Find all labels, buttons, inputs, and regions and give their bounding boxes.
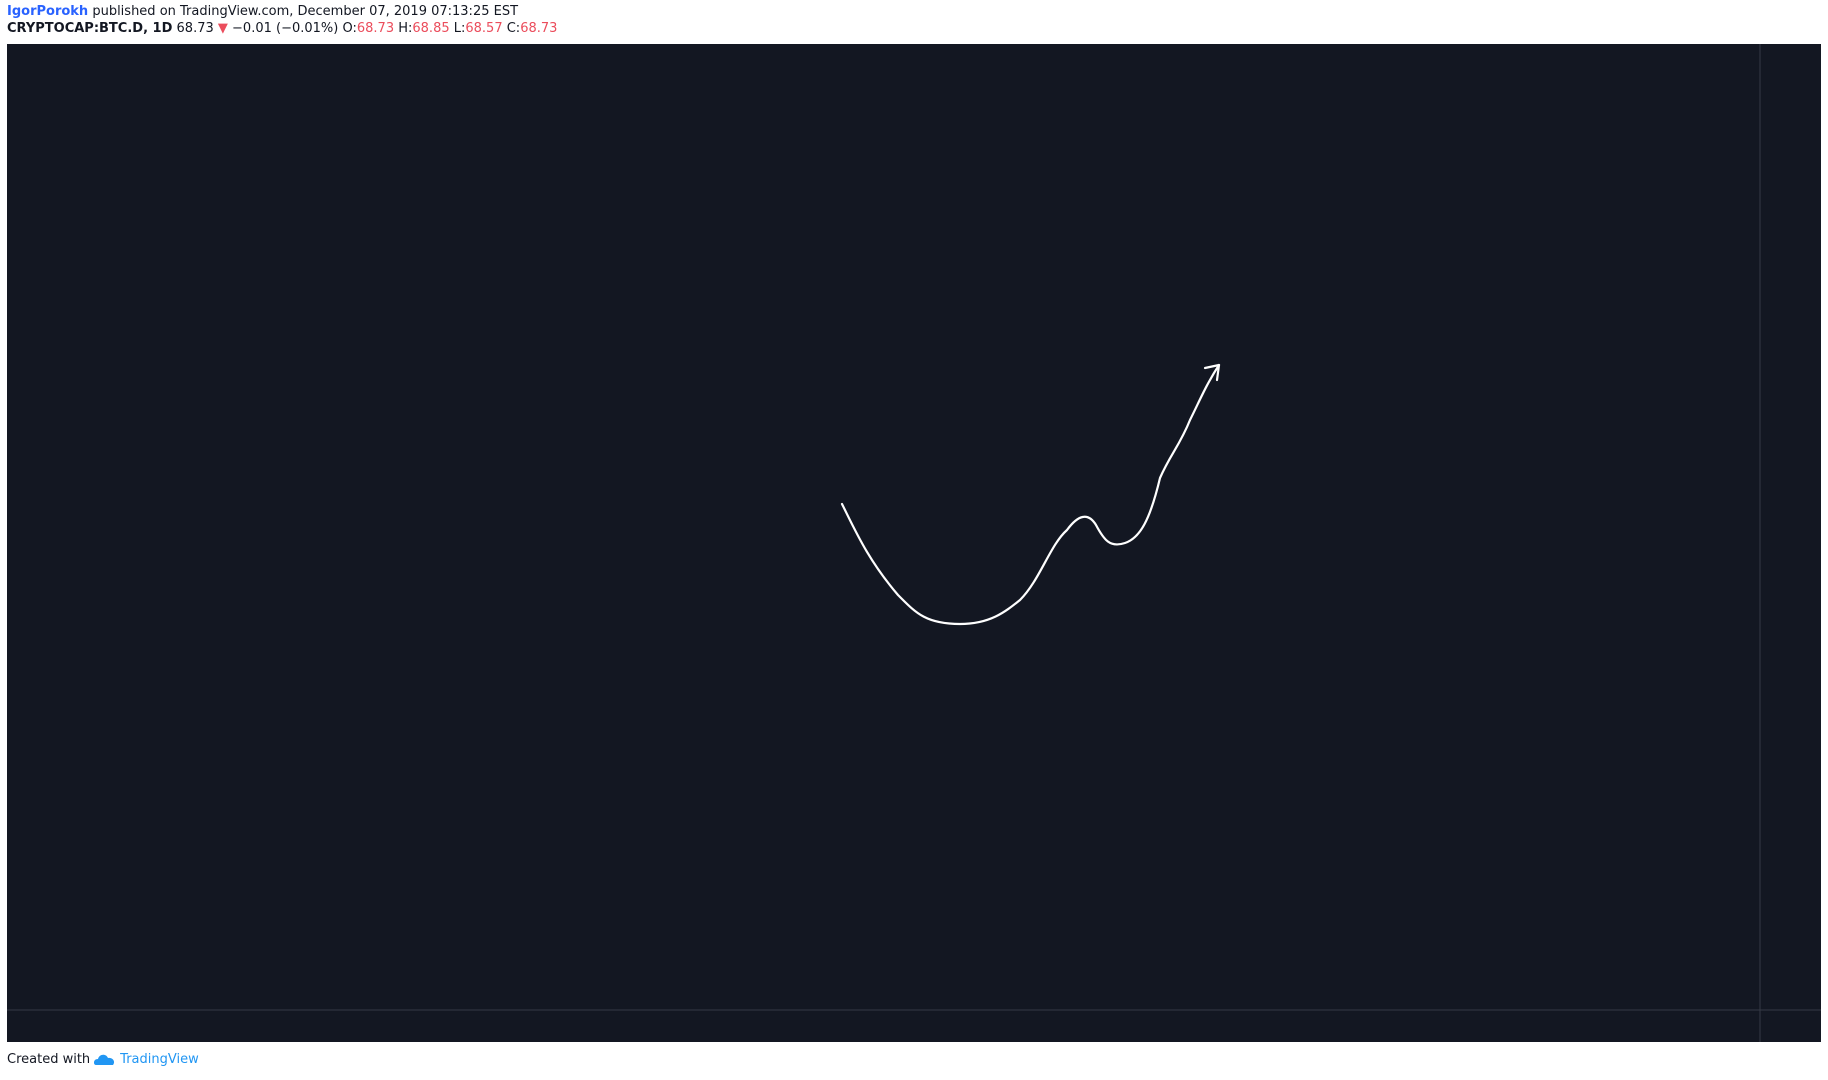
author[interactable]: IgorPorokh	[7, 4, 89, 19]
close-value: 68.73	[520, 21, 558, 36]
change: −0.01 (−0.01%)	[232, 21, 339, 36]
drawing-annotation	[840, 363, 1221, 626]
last-value: 68.73	[176, 21, 214, 36]
publish-info: published on TradingView.com, December 0…	[92, 4, 519, 19]
open-label: O:	[342, 21, 357, 36]
legend-line: CRYPTOCAP:BTC.D, 1D 68.73 ▼ −0.01 (−0.01…	[7, 21, 557, 36]
chart-panel	[7, 44, 1821, 1042]
arrow-head	[1203, 363, 1221, 382]
brand-logo	[94, 1054, 115, 1065]
symbol: CRYPTOCAP:BTC.D, 1D	[7, 21, 173, 36]
low-value: 68.57	[465, 21, 503, 36]
created-with: Created with	[7, 1052, 91, 1067]
open-value: 68.73	[356, 21, 395, 36]
logo-cloud	[94, 1054, 115, 1065]
low-label: L:	[453, 21, 466, 36]
high-value: 68.85	[412, 21, 450, 36]
footer: Created with TradingView	[7, 1052, 199, 1067]
brand[interactable]: TradingView	[120, 1052, 199, 1067]
close-label: C:	[506, 21, 521, 36]
high-label: H:	[398, 21, 413, 36]
cup-handle-curve	[840, 363, 1221, 626]
publish-line: IgorPorokh published on TradingView.com,…	[7, 4, 518, 19]
change-arrow: ▼	[217, 21, 228, 36]
